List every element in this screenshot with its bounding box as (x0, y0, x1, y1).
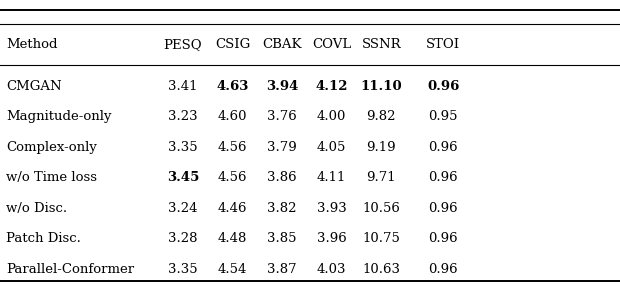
Text: 3.28: 3.28 (168, 232, 198, 245)
Text: 4.56: 4.56 (218, 171, 247, 184)
Text: 0.95: 0.95 (428, 110, 458, 123)
Text: 4.00: 4.00 (317, 110, 347, 123)
Text: 4.11: 4.11 (317, 171, 347, 184)
Text: CBAK: CBAK (262, 38, 302, 51)
Text: 0.96: 0.96 (428, 171, 458, 184)
Text: 10.63: 10.63 (362, 263, 401, 276)
Text: Magnitude-only: Magnitude-only (6, 110, 112, 123)
Text: 3.35: 3.35 (168, 141, 198, 154)
Text: 3.24: 3.24 (168, 202, 198, 215)
Text: Patch Disc.: Patch Disc. (6, 232, 81, 245)
Text: PESQ: PESQ (164, 38, 202, 51)
Text: 4.63: 4.63 (216, 80, 249, 93)
Text: 4.12: 4.12 (316, 80, 348, 93)
Text: 3.85: 3.85 (267, 232, 297, 245)
Text: w/o Disc.: w/o Disc. (6, 202, 68, 215)
Text: 4.48: 4.48 (218, 232, 247, 245)
Text: 9.19: 9.19 (366, 141, 396, 154)
Text: 3.86: 3.86 (267, 171, 297, 184)
Text: 10.56: 10.56 (362, 202, 401, 215)
Text: 3.96: 3.96 (317, 232, 347, 245)
Text: 9.71: 9.71 (366, 171, 396, 184)
Text: 0.96: 0.96 (428, 141, 458, 154)
Text: 0.96: 0.96 (428, 232, 458, 245)
Text: 3.41: 3.41 (168, 80, 198, 93)
Text: 3.94: 3.94 (266, 80, 298, 93)
Text: COVL: COVL (312, 38, 352, 51)
Text: Complex-only: Complex-only (6, 141, 97, 154)
Text: 3.79: 3.79 (267, 141, 297, 154)
Text: 4.60: 4.60 (218, 110, 247, 123)
Text: 4.03: 4.03 (317, 263, 347, 276)
Text: Parallel-Conformer: Parallel-Conformer (6, 263, 135, 276)
Text: 0.96: 0.96 (427, 80, 459, 93)
Text: 0.96: 0.96 (428, 263, 458, 276)
Text: 4.56: 4.56 (218, 141, 247, 154)
Text: 0.96: 0.96 (428, 202, 458, 215)
Text: CSIG: CSIG (215, 38, 250, 51)
Text: STOI: STOI (426, 38, 461, 51)
Text: 9.82: 9.82 (366, 110, 396, 123)
Text: 4.54: 4.54 (218, 263, 247, 276)
Text: 3.93: 3.93 (317, 202, 347, 215)
Text: 4.46: 4.46 (218, 202, 247, 215)
Text: w/o Time loss: w/o Time loss (6, 171, 97, 184)
Text: 3.82: 3.82 (267, 202, 297, 215)
Text: 3.23: 3.23 (168, 110, 198, 123)
Text: Method: Method (6, 38, 58, 51)
Text: CMGAN: CMGAN (6, 80, 62, 93)
Text: 3.76: 3.76 (267, 110, 297, 123)
Text: SSNR: SSNR (361, 38, 401, 51)
Text: 11.10: 11.10 (360, 80, 402, 93)
Text: 10.75: 10.75 (362, 232, 401, 245)
Text: 4.05: 4.05 (317, 141, 347, 154)
Text: 3.45: 3.45 (167, 171, 199, 184)
Text: 3.87: 3.87 (267, 263, 297, 276)
Text: 3.35: 3.35 (168, 263, 198, 276)
